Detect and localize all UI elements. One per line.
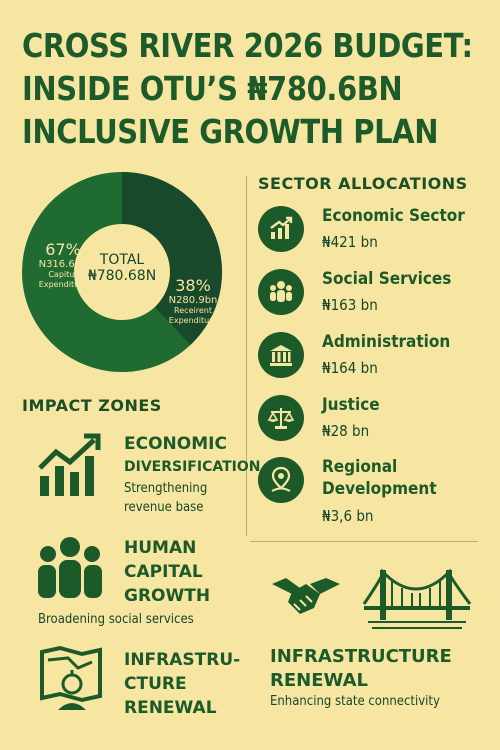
sector-value: ₦163 bn	[322, 296, 378, 314]
infra-right-sub: Enhancing state connectivity	[270, 694, 440, 709]
sector-name-1: Regional	[322, 457, 398, 477]
sector-value: ₦28 bn	[322, 422, 370, 440]
group-people-icon	[34, 536, 106, 604]
recurrent-label-1: Receirent	[174, 306, 212, 315]
economic-title-1: ECONOMIC	[124, 434, 227, 454]
sector-heading: SECTOR ALLOCATIONS	[258, 174, 468, 193]
sector-name: Justice	[322, 395, 380, 415]
recurrent-pct: 38%	[175, 276, 211, 295]
location-pin-icon	[258, 457, 304, 503]
budget-donut: 67% N316.6bn Capitur Expenditure TOTAL ₦…	[22, 172, 222, 372]
total-label: TOTAL ₦780.68N	[78, 252, 166, 284]
page-title: CROSS RIVER 2026 BUDGET: INSIDE OTU’S ₦7…	[22, 24, 473, 153]
human-sub: Broadening social services	[38, 612, 194, 627]
sector-name: Social Services	[322, 269, 452, 289]
economic-sub-1: Strengthening	[124, 481, 208, 496]
people-icon	[258, 269, 304, 315]
building-icon	[258, 332, 304, 378]
sector-value: ₦421 bn	[322, 233, 378, 251]
human-title-2: CAPITAL	[124, 562, 203, 582]
sector-name: Administration	[322, 332, 451, 352]
handshake-icon	[270, 570, 342, 628]
capital-amount: N316.6bn	[38, 259, 88, 270]
human-title-1: HUMAN	[124, 538, 197, 558]
infra-right-title-1: INFRASTRUCTURE	[270, 646, 452, 667]
recurrent-amount: N280.9bn	[168, 295, 218, 306]
human-title-3: GROWTH	[124, 586, 211, 606]
sector-value: ₦3,6 bn	[322, 507, 374, 525]
bridge-icon	[362, 566, 472, 636]
total-value: ₦780.68N	[87, 268, 157, 284]
infra-left-title-2: CTURE	[124, 674, 187, 694]
map-icon	[38, 644, 106, 718]
infra-left-title-1: INFRASTRU-	[124, 650, 241, 670]
title-line-2: INSIDE OTU’S ₦780.6BN	[22, 69, 403, 108]
sector-name: Economic Sector	[322, 206, 465, 226]
recurrent-label-2: Expenditure	[168, 316, 218, 325]
impact-heading: IMPACT ZONES	[22, 396, 162, 415]
donut-recurrent-slice	[122, 172, 222, 345]
economic-sub-2: revenue base	[124, 500, 204, 515]
donut-chart	[22, 172, 222, 372]
vertical-divider	[246, 176, 247, 536]
infra-right-title-2: RENEWAL	[270, 670, 368, 691]
capital-pct: 67%	[45, 240, 81, 259]
scales-icon	[258, 395, 304, 441]
sector-value: ₦164 bn	[322, 359, 378, 377]
bar-chart-icon	[38, 432, 104, 502]
title-line-3: INCLUSIVE GROWTH PLAN	[22, 112, 439, 151]
recurrent-label: 38% N280.9bn Receirent Expenditure	[162, 276, 224, 326]
capital-label-1: Capitur	[48, 270, 78, 279]
title-line-1: CROSS RIVER 2026 BUDGET:	[22, 26, 473, 65]
sector-name-2: Development	[322, 479, 437, 499]
capital-label: 67% N316.6bn Capitur Expenditure	[28, 240, 98, 290]
growth-chart-icon	[258, 206, 304, 252]
economic-title-2: DIVERSIFICATION	[124, 459, 261, 475]
capital-label-2: Expenditure	[38, 280, 88, 289]
horizontal-divider	[250, 541, 478, 542]
donut-hole	[74, 224, 170, 320]
total-caption: TOTAL	[99, 252, 145, 268]
infra-left-title-3: RENEWAL	[124, 698, 217, 718]
